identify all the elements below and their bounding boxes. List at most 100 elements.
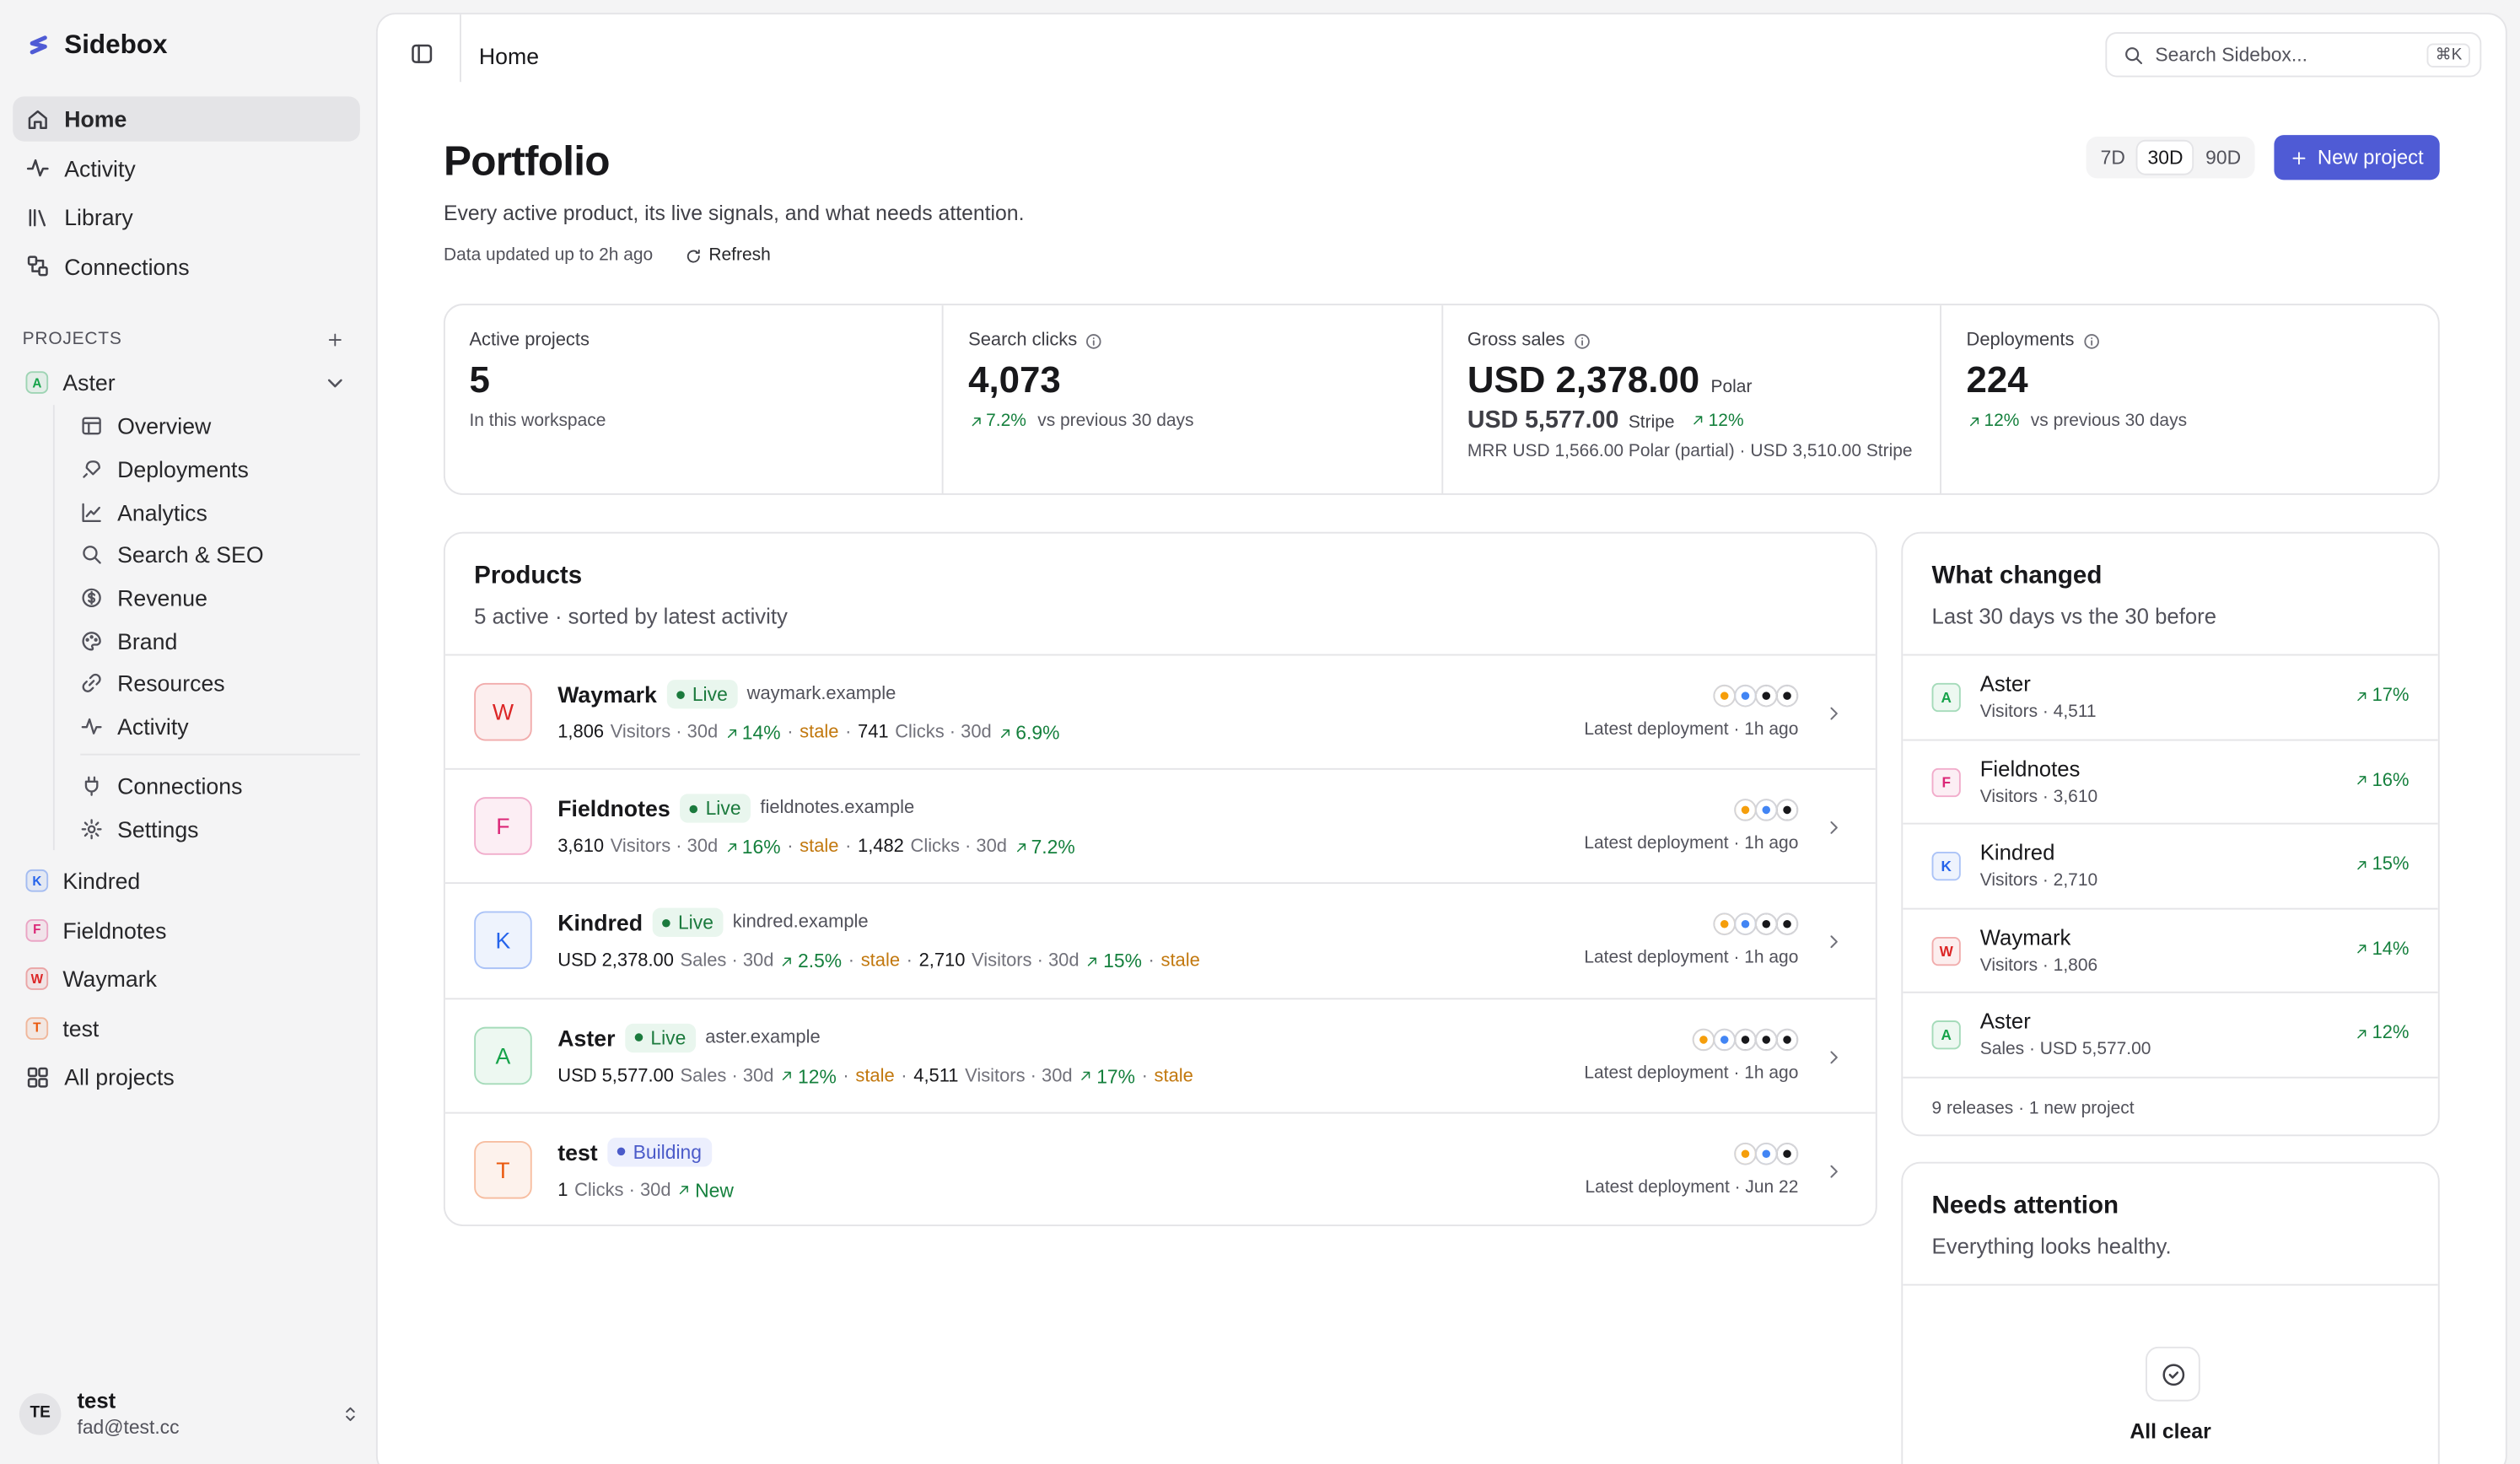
new-project-button[interactable]: New project xyxy=(2274,135,2440,180)
nav-icon xyxy=(28,109,47,129)
subnav-item[interactable]: Deployments xyxy=(67,448,360,491)
project-name: Kindred xyxy=(62,868,141,894)
nav-item[interactable]: All projects xyxy=(13,1052,360,1101)
change-row[interactable]: F Fieldnotes Visitors · 3,610 16% xyxy=(1903,740,2438,825)
product-heading: test Building xyxy=(557,1137,712,1166)
delta: 15% xyxy=(1085,950,1142,973)
user-info: test fad@test.cc xyxy=(77,1388,324,1438)
nav-item[interactable]: Home xyxy=(13,96,360,142)
range-option[interactable]: 30D xyxy=(2138,141,2193,174)
metric-unit: Clicks · 30d xyxy=(574,1181,671,1201)
integration-icons xyxy=(1713,684,1799,708)
delta: 14% xyxy=(724,722,781,744)
metric: USD 5,577.00 Sales · 30d 12%stale xyxy=(557,1065,894,1088)
nav-icon xyxy=(27,1067,48,1087)
change-row[interactable]: A Aster Sales · USD 5,577.00 12% xyxy=(1903,993,2438,1078)
arrow-up-icon xyxy=(783,1071,792,1080)
product-row[interactable]: K Kindred Live kindred.example USD 2,378.00 S… xyxy=(444,885,1876,999)
metric-unit: Visitors · 30d xyxy=(965,1066,1073,1086)
change-detail: Visitors · 2,710 xyxy=(1979,870,2098,891)
integration-icon xyxy=(1713,1027,1737,1051)
metric-value: 741 xyxy=(858,723,889,743)
change-name: Fieldnotes xyxy=(1979,756,2081,781)
product-row[interactable]: W Waymark Live waymark.example 1,806 Visitors… xyxy=(444,655,1876,771)
project-badge: T xyxy=(25,1016,49,1040)
sidebar-toggle[interactable] xyxy=(410,42,434,74)
metric-value: 2,710 xyxy=(918,951,966,972)
subnav-item[interactable]: Connections xyxy=(67,764,360,807)
subnav-item[interactable]: Search & SEO xyxy=(67,534,360,577)
integration-icon xyxy=(1734,1027,1757,1051)
delta: 7.2% xyxy=(1014,836,1075,858)
range-option[interactable]: 7D xyxy=(2100,146,2125,170)
project-item[interactable]: A Aster xyxy=(13,360,360,405)
integration-icon xyxy=(1734,913,1757,936)
integration-icon xyxy=(1734,684,1757,708)
integration-icon xyxy=(1754,913,1778,936)
arrow-up-icon xyxy=(1016,842,1026,852)
refresh-button[interactable]: Refresh xyxy=(685,246,771,265)
subnav-item[interactable]: Overview xyxy=(67,405,360,448)
updated-note: Data updated up to 2h ago xyxy=(443,245,654,266)
stat-note-text: vs previous 30 days xyxy=(2030,411,2188,431)
project-name: test xyxy=(62,1015,100,1041)
subnav-label: Settings xyxy=(117,815,199,842)
product-heading: Fieldnotes Live fieldnotes.example xyxy=(557,794,914,824)
product-row[interactable]: F Fieldnotes Live fieldnotes.example 3,610 Vi… xyxy=(444,770,1876,885)
change-row[interactable]: A Aster Visitors · 4,511 17% xyxy=(1903,655,2438,740)
project-badge: W xyxy=(1931,936,1961,966)
project-item[interactable]: F Fieldnotes xyxy=(13,906,360,955)
user-menu[interactable]: TE test fad@test.cc xyxy=(19,1388,360,1439)
all-clear-label: All clear xyxy=(2130,1418,2211,1444)
integration-icon xyxy=(1692,1027,1715,1051)
change-row[interactable]: K Kindred Visitors · 2,710 15% xyxy=(1903,825,2438,909)
delta-value: 12% xyxy=(2372,1023,2410,1043)
product-name: Waymark xyxy=(557,681,657,708)
stat-value: 5 xyxy=(469,358,918,401)
delta: 17% xyxy=(2355,686,2410,706)
subnav-label: Resources xyxy=(117,670,225,697)
search-box[interactable]: Search Sidebox... ⌘K xyxy=(2105,32,2482,78)
stat-note: 12% vs previous 30 days xyxy=(1967,412,2417,431)
arrow-up-icon xyxy=(680,1186,689,1195)
nav-item[interactable]: Library xyxy=(13,193,360,242)
metric: 1 Clicks · 30d New xyxy=(557,1179,734,1202)
stale-flag: stale xyxy=(842,952,900,972)
nav-label: Activity xyxy=(64,155,136,181)
delta: 16% xyxy=(724,836,781,858)
stat-value-text: 5 xyxy=(469,358,490,401)
integration-icon xyxy=(1775,913,1799,936)
subnav-item[interactable]: Brand xyxy=(67,619,360,662)
brand-name: Sidebox xyxy=(64,30,168,59)
subnav-item[interactable]: Revenue xyxy=(67,577,360,620)
integration-icon xyxy=(1713,684,1737,708)
change-delta: 16% xyxy=(2355,771,2410,793)
change-row[interactable]: W Waymark Visitors · 1,806 14% xyxy=(1903,909,2438,993)
project-item[interactable]: W Waymark xyxy=(13,955,360,1004)
project-badge: F xyxy=(1931,767,1961,797)
brand: Sidebox xyxy=(25,23,168,67)
subnav-item[interactable]: Resources xyxy=(67,662,360,705)
chevron-icon xyxy=(1830,1050,1838,1063)
integration-icon xyxy=(1775,684,1799,708)
range-option[interactable]: 90D xyxy=(2205,146,2242,170)
main-panel: Home Search Sidebox... ⌘K Portfolio Every ac… xyxy=(375,13,2507,1464)
info-icon xyxy=(2083,333,2099,348)
subnav-item[interactable]: Settings xyxy=(67,807,360,850)
nav-item[interactable]: Connections xyxy=(13,242,360,291)
card-header: What changed Last 30 days vs the 30 befor… xyxy=(1903,534,2438,656)
metric: 2,710 Visitors · 30d 15%stale xyxy=(900,950,1200,973)
divider xyxy=(80,752,360,755)
project-item[interactable]: K Kindred xyxy=(13,856,360,905)
subnav-label: Search & SEO xyxy=(117,541,264,568)
subnav-label: Activity xyxy=(117,713,189,740)
subnav-item[interactable]: Activity xyxy=(67,705,360,748)
arrow-up-icon xyxy=(1000,728,1010,737)
subnav-item[interactable]: Analytics xyxy=(67,491,360,534)
product-row[interactable]: A Aster Live aster.example USD 5,577.00 Sales… xyxy=(444,998,1876,1114)
nav-item[interactable]: Activity xyxy=(13,144,360,193)
change-delta: 12% xyxy=(2355,1024,2410,1046)
